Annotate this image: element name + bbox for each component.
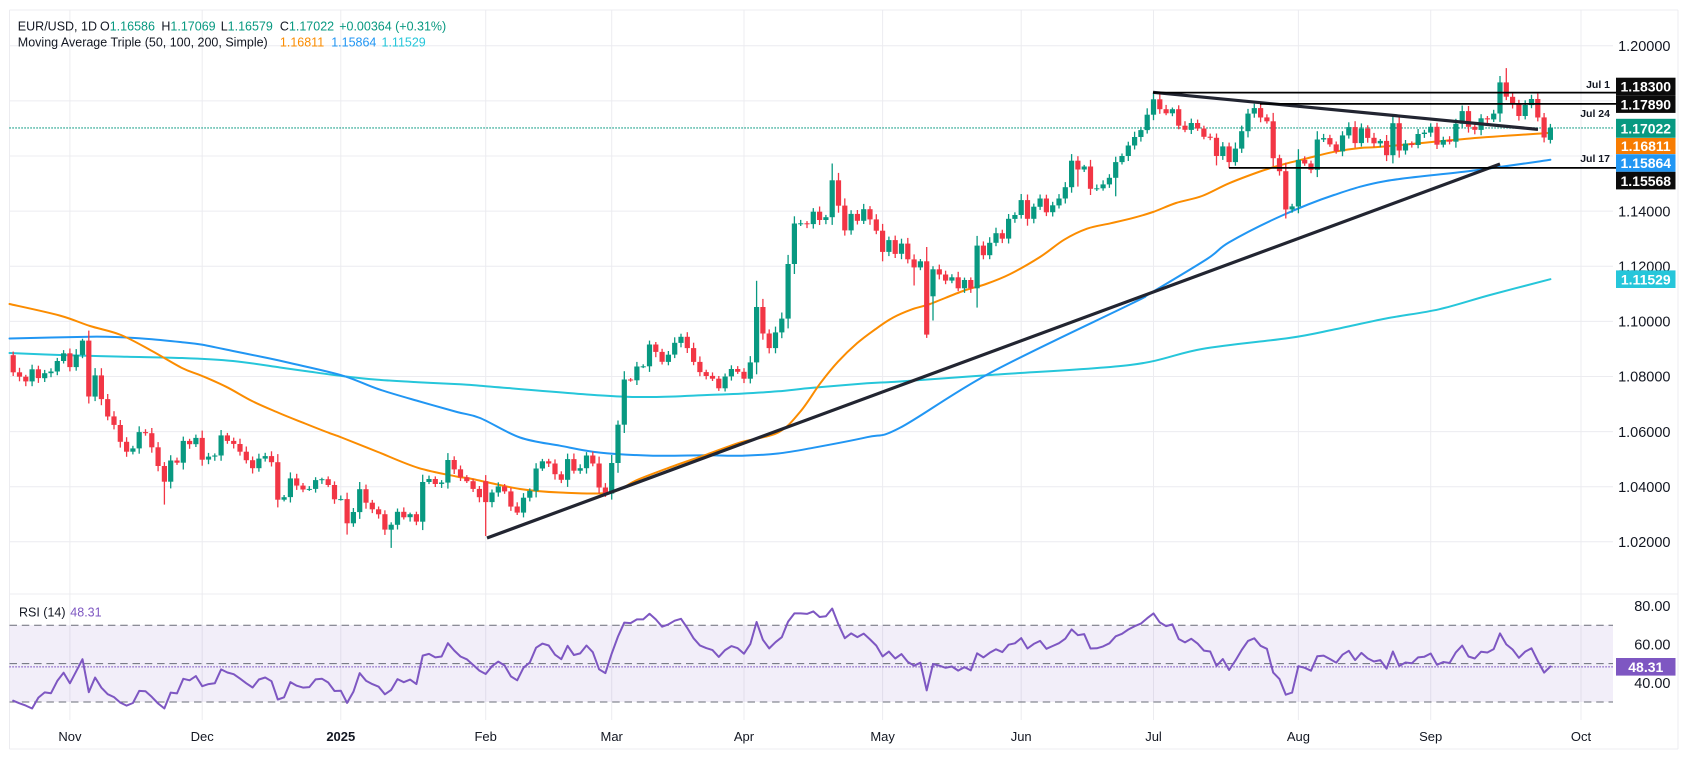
svg-text:Moving Average Triple (50, 100: Moving Average Triple (50, 100, 200, Sim… [18, 35, 268, 49]
svg-text:Mar: Mar [601, 729, 624, 744]
svg-text:1.16811: 1.16811 [280, 35, 324, 49]
svg-text:1.04000: 1.04000 [1618, 480, 1670, 496]
svg-text:80.00: 80.00 [1634, 599, 1670, 615]
svg-text:Feb: Feb [474, 729, 496, 744]
svg-text:RSI (14): RSI (14) [19, 605, 66, 619]
svg-text:1.17022: 1.17022 [1620, 121, 1671, 137]
svg-text:May: May [870, 729, 895, 744]
svg-text:Dec: Dec [191, 729, 215, 744]
svg-text:1.02000: 1.02000 [1618, 535, 1670, 551]
svg-text:1.08000: 1.08000 [1618, 370, 1670, 386]
svg-text:1.16811: 1.16811 [1621, 138, 1671, 154]
svg-text:C1.17022: C1.17022 [280, 19, 334, 33]
svg-text:Apr: Apr [734, 729, 755, 744]
svg-text:1.11529: 1.11529 [382, 35, 426, 49]
svg-text:EUR/USD, 1D: EUR/USD, 1D [18, 19, 97, 33]
svg-text:Aug: Aug [1287, 729, 1310, 744]
svg-text:1.15568: 1.15568 [1620, 173, 1671, 189]
svg-text:1.20000: 1.20000 [1618, 39, 1670, 55]
svg-text:1.11529: 1.11529 [1621, 271, 1671, 287]
svg-text:Jun: Jun [1011, 729, 1032, 744]
svg-text:Jul 1: Jul 1 [1586, 79, 1610, 91]
svg-text:O1.16586: O1.16586 [100, 19, 155, 33]
svg-text:60.00: 60.00 [1634, 638, 1670, 654]
svg-text:1.15864: 1.15864 [1620, 155, 1671, 171]
svg-text:1.06000: 1.06000 [1618, 425, 1670, 441]
svg-text:48.31: 48.31 [1628, 659, 1663, 675]
svg-text:Nov: Nov [58, 729, 82, 744]
svg-text:Jul 24: Jul 24 [1580, 108, 1610, 120]
svg-text:1.10000: 1.10000 [1618, 315, 1670, 331]
svg-text:Jul 17: Jul 17 [1580, 153, 1610, 165]
svg-text:Oct: Oct [1571, 729, 1592, 744]
svg-text:1.14000: 1.14000 [1618, 204, 1670, 220]
svg-text:1.17890: 1.17890 [1620, 96, 1671, 112]
svg-text:Jul: Jul [1145, 729, 1162, 744]
svg-text:1.15864: 1.15864 [331, 35, 376, 49]
svg-text:L1.16579: L1.16579 [221, 19, 273, 33]
svg-text:1.18300: 1.18300 [1620, 79, 1671, 95]
svg-text:40.00: 40.00 [1634, 676, 1670, 692]
svg-text:+0.00364 (+0.31%): +0.00364 (+0.31%) [339, 19, 446, 33]
svg-text:48.31: 48.31 [70, 605, 101, 619]
svg-text:H1.17069: H1.17069 [161, 19, 215, 33]
svg-text:Sep: Sep [1419, 729, 1442, 744]
svg-text:2025: 2025 [326, 729, 355, 744]
